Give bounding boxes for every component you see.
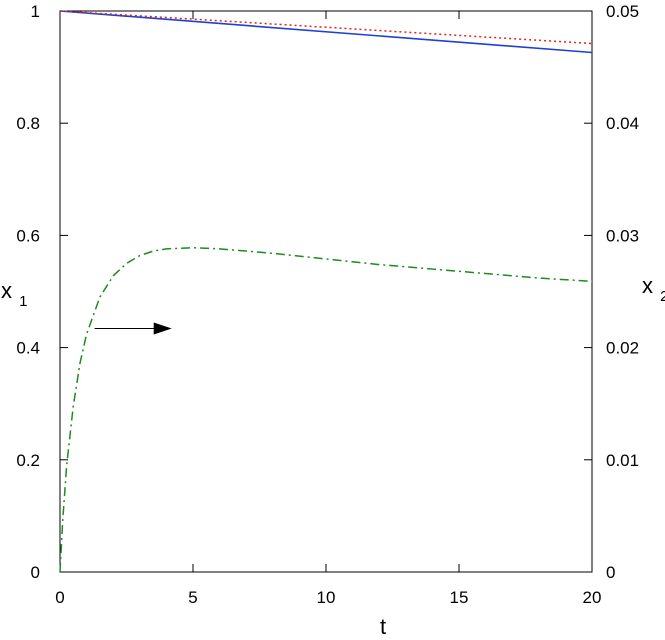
y-right-tick-label: 0.05 (606, 2, 639, 21)
y-left-tick-label: 1 (31, 2, 40, 21)
y-right-tick-label: 0.02 (606, 339, 639, 358)
y-left-axis-label-sub: 1 (19, 293, 27, 310)
y-right-tick-label: 0 (606, 563, 615, 582)
tick-labels: 0 5 10 15 2000.20.40.60.8100.010.020.030.040… (16, 2, 639, 607)
x-tick-label: 0 (55, 588, 64, 607)
y-left-tick-label: 0.2 (16, 451, 40, 470)
x-tick-label: 20 (583, 588, 602, 607)
x-tick-label: 10 (317, 588, 336, 607)
y-left-tick-label: 0.4 (16, 339, 40, 358)
series-line-2 (59, 10, 593, 45)
ticks (59, 10, 593, 573)
y-left-tick-label: 0 (31, 563, 40, 582)
y-right-axis-label-main: x (642, 273, 653, 298)
y-right-tick-label: 0.04 (606, 114, 639, 133)
y-right-axis-label-sub: 2 (660, 288, 665, 305)
y-right-axis-label: x 2 (642, 273, 665, 305)
x-tick-label: 5 (188, 588, 197, 607)
y-right-tick-label: 0.01 (606, 451, 639, 470)
x-axis-label: t (380, 614, 386, 639)
y-left-tick-label: 0.6 (16, 226, 40, 245)
y-left-axis-label: x 1 (1, 278, 27, 310)
y-left-axis-label-main: x (1, 278, 12, 303)
annotation-layer (94, 322, 172, 335)
y-left-tick-label: 0.8 (16, 114, 40, 133)
x-tick-label: 15 (450, 588, 469, 607)
y-right-tick-label: 0.03 (606, 226, 639, 245)
series-line-1 (59, 10, 593, 54)
series-line-3 (59, 246, 593, 573)
annotation-arrow-head (153, 322, 172, 335)
series-layer (59, 10, 593, 573)
plot-frame (59, 10, 593, 573)
